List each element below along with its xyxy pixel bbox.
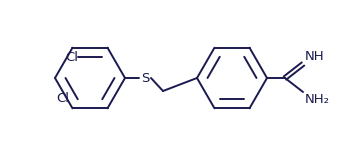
- Text: Cl: Cl: [65, 51, 78, 64]
- Text: Cl: Cl: [57, 92, 69, 105]
- Text: S: S: [141, 71, 149, 84]
- Text: NH: NH: [305, 50, 325, 63]
- Text: NH₂: NH₂: [305, 93, 330, 106]
